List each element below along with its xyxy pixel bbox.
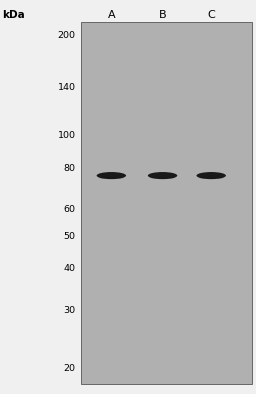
Ellipse shape — [148, 172, 177, 179]
Ellipse shape — [199, 176, 224, 179]
Text: 30: 30 — [63, 306, 76, 315]
Ellipse shape — [99, 176, 124, 179]
Text: B: B — [159, 10, 166, 20]
Ellipse shape — [97, 172, 126, 179]
Text: A: A — [108, 10, 115, 20]
Text: 200: 200 — [58, 31, 76, 40]
Text: 100: 100 — [58, 131, 76, 140]
Text: 140: 140 — [58, 83, 76, 92]
Bar — [81, 22, 252, 384]
Ellipse shape — [197, 172, 226, 179]
Text: 20: 20 — [63, 364, 76, 374]
Ellipse shape — [150, 176, 175, 179]
Text: 50: 50 — [63, 232, 76, 241]
Text: 40: 40 — [63, 264, 76, 273]
Text: C: C — [207, 10, 215, 20]
Text: 60: 60 — [63, 205, 76, 214]
Text: kDa: kDa — [3, 10, 25, 20]
Text: 80: 80 — [63, 164, 76, 173]
